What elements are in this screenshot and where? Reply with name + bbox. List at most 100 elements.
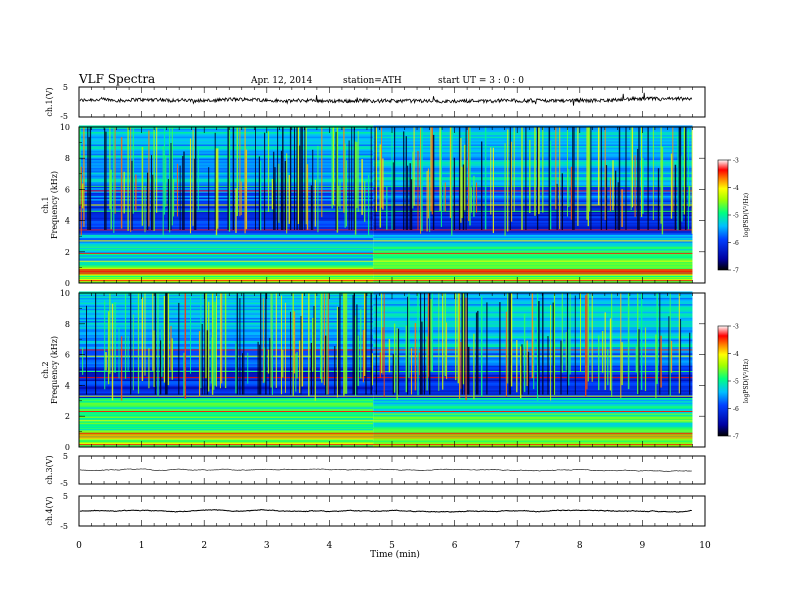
spec-band — [373, 413, 693, 415]
ch2-spec-x-ticks — [78, 293, 706, 447]
y-tick-label: 4 — [65, 381, 70, 390]
ch3-trace — [79, 468, 692, 472]
spec-band — [373, 259, 693, 262]
spec-band — [79, 234, 374, 237]
spec-band — [373, 267, 693, 270]
y-tick-label: 8 — [65, 320, 70, 329]
spec-band — [79, 436, 374, 439]
ch4-trace — [79, 509, 692, 513]
spec-band — [79, 205, 374, 207]
spec-band — [79, 131, 374, 134]
spec-band — [79, 158, 374, 161]
y-tick-label: 2 — [65, 248, 70, 257]
colorbar-tick-label: -6 — [733, 240, 739, 247]
spec-band — [79, 437, 374, 440]
ch1-spectrogram-image — [79, 125, 705, 284]
spec-band — [373, 128, 693, 131]
spec-band — [79, 267, 374, 270]
spec-band — [373, 390, 693, 392]
start-time-label: start UT = 3 : 0 : 0 — [438, 76, 524, 86]
spec-band — [79, 228, 374, 231]
spec-band — [79, 402, 374, 405]
ch4-ylabel: ch.4(V) — [45, 496, 54, 525]
spec-band — [79, 206, 374, 209]
spec-band — [79, 187, 374, 190]
spec-band — [79, 261, 374, 264]
spec-band — [79, 212, 374, 215]
spec-band — [79, 147, 374, 150]
spec-band — [79, 405, 374, 408]
spec-band — [79, 262, 374, 265]
spec-band — [373, 422, 693, 425]
spec-band — [373, 393, 693, 395]
ch1-ytick-top: 5 — [63, 83, 68, 92]
spec-band — [373, 180, 693, 182]
spec-band — [79, 141, 374, 143]
spec-band — [79, 217, 374, 220]
spec-band — [373, 205, 693, 207]
spec-band — [79, 439, 374, 442]
spec-band — [373, 150, 693, 153]
spec-band — [373, 223, 693, 226]
spec-band — [79, 223, 374, 226]
spec-band — [373, 244, 693, 246]
spec-band — [79, 153, 374, 156]
spec-band — [79, 264, 374, 267]
spec-band — [79, 237, 374, 240]
spec-band — [79, 170, 374, 173]
spec-band — [373, 151, 693, 154]
spec-band — [373, 261, 693, 264]
spec-band — [373, 250, 693, 253]
spec-band — [79, 291, 374, 294]
spec-band — [373, 411, 693, 414]
spec-band — [373, 222, 693, 225]
ch2-colorbar-label: logPSD(V²/Hz) — [743, 359, 750, 403]
spec-band — [373, 258, 693, 260]
y-tick-label: 2 — [65, 412, 70, 421]
spec-band — [79, 265, 374, 268]
spec-band — [79, 278, 374, 281]
spec-band — [373, 430, 693, 432]
spec-band — [373, 137, 693, 140]
spec-band — [373, 278, 693, 281]
spec-band — [373, 408, 693, 411]
spec-band — [79, 159, 374, 162]
spec-band — [79, 256, 374, 259]
spec-band — [79, 194, 374, 196]
spec-band — [79, 125, 374, 128]
spec-band — [373, 428, 693, 431]
x-tick-label: 0 — [76, 541, 82, 551]
spec-band — [373, 201, 693, 204]
spec-band — [79, 161, 374, 164]
spec-band — [79, 184, 374, 187]
spec-band — [373, 410, 693, 412]
spec-band — [79, 166, 374, 168]
spec-band — [373, 159, 693, 162]
spec-band — [373, 400, 693, 403]
x-tick-label: 7 — [514, 541, 520, 551]
spec-band — [79, 416, 374, 419]
spec-band — [79, 172, 374, 175]
spec-band — [79, 169, 374, 171]
spec-band — [79, 403, 374, 406]
y-tick-label: 6 — [65, 351, 70, 360]
spec-band — [373, 170, 693, 173]
spec-band — [79, 425, 374, 428]
spec-band — [79, 183, 374, 186]
x-axis-tick-labels: 0 1 2 3 4 5 6 7 8 9 10 — [76, 541, 711, 551]
spec-band — [79, 399, 374, 402]
spec-band — [373, 148, 693, 151]
spec-band — [373, 214, 693, 217]
spec-band — [79, 247, 374, 249]
spec-band — [79, 273, 374, 276]
spec-band — [373, 423, 693, 426]
spec-band — [373, 176, 693, 179]
spec-band — [79, 244, 374, 246]
spec-band — [79, 164, 374, 167]
spec-band — [79, 397, 374, 400]
x-tick-label: 8 — [577, 541, 583, 551]
spec-band — [79, 176, 374, 179]
spec-band — [79, 428, 374, 431]
spec-band — [373, 134, 693, 137]
